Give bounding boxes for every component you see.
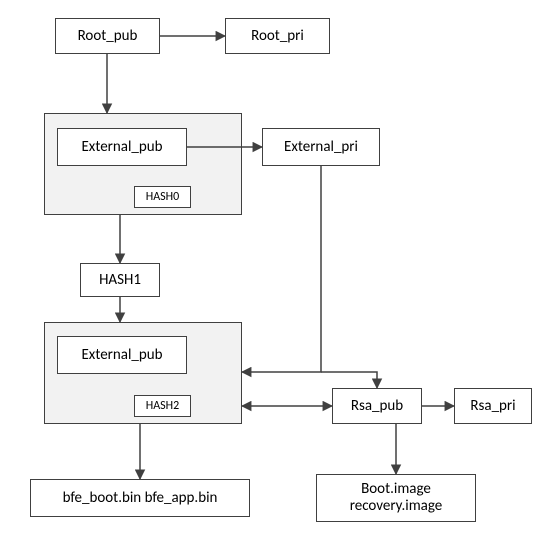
label-hash2: HASH2 [146, 399, 180, 413]
edge-externalpri-rsapub [321, 372, 377, 388]
node-bfe: bfe_boot.bin bfe_app.bin [30, 479, 250, 517]
label-rsa-pri: Rsa_pri [470, 397, 515, 415]
node-hash1: HASH1 [80, 263, 160, 297]
node-rsa-pub: Rsa_pub [332, 388, 422, 424]
label-root-pub: Root_pub [78, 27, 138, 45]
node-root-pub: Root_pub [55, 18, 160, 54]
label-external-pub-2: External_pub [81, 346, 162, 364]
node-hash2: HASH2 [134, 395, 191, 417]
label-bootrec-1: Boot.image [361, 481, 431, 498]
node-rsa-pri: Rsa_pri [454, 388, 532, 424]
node-root-pri: Root_pri [225, 18, 330, 54]
node-external-pri: External_pri [262, 128, 380, 166]
node-hash0: HASH0 [134, 186, 191, 208]
edge-externalpri-container2 [242, 166, 321, 372]
label-root-pri: Root_pri [251, 27, 304, 45]
label-hash1: HASH1 [99, 271, 141, 289]
label-bfe: bfe_boot.bin bfe_app.bin [63, 489, 218, 507]
node-external-pub-1: External_pub [57, 128, 187, 166]
label-hash0: HASH0 [146, 190, 180, 204]
label-external-pri: External_pri [284, 138, 358, 156]
label-rsa-pub: Rsa_pub [351, 397, 403, 415]
label-bootrec-2: recovery.image [350, 498, 443, 515]
node-bootrec: Boot.image recovery.image [316, 474, 476, 522]
flowchart-stage: Root_pub Root_pri External_pub HASH0 Ext… [0, 0, 549, 551]
node-external-pub-2: External_pub [57, 336, 187, 374]
label-external-pub-1: External_pub [81, 138, 162, 156]
